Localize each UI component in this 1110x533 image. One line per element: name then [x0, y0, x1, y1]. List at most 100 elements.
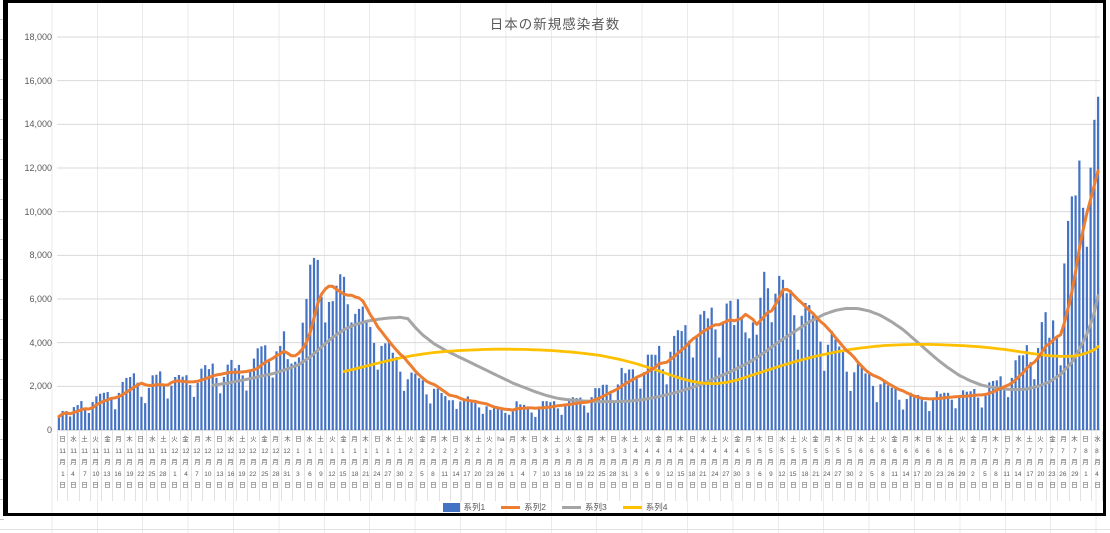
x-tick-label: 火 1 月 12 日 — [327, 431, 339, 501]
x-tick-label: 水 3 月 10 日 — [541, 431, 552, 501]
x-tick-label: 日 3 月 28 日 — [608, 431, 620, 501]
x-tick-label: 日 7 月 11 日 — [1002, 431, 1014, 501]
x-tick-label: 火 11 月 10 日 — [91, 431, 102, 501]
x-tick-label: 土 5 月 15 日 — [788, 431, 800, 501]
y-tick-label: 2,000 — [29, 381, 52, 392]
y-tick-label: 14,000 — [24, 119, 52, 130]
chart-title: 日本の新規感染者数 — [489, 17, 621, 32]
x-tick-label: 水 12 月 16 日 — [226, 431, 237, 501]
x-tick-label: 土 1 月 30 日 — [395, 431, 406, 501]
x-axis-labels: 日 11 月 1 日水 11 月 4 日土 11 月 7 日火 11 月 10 日金 11 月 13 日月 11 月 16 日木… — [57, 431, 1104, 501]
x-tick-label: 月 5 月 24 日 — [822, 431, 834, 501]
x-tick-label: 土 4 月 24 日 — [710, 431, 721, 501]
x-tick-label: 金 12 月 25 日 — [260, 431, 271, 501]
y-tick-label: 4,000 — [29, 337, 52, 348]
x-tick-label: 水 11 月 4 日 — [68, 431, 80, 501]
x-tick-label: 日 4 月 18 日 — [687, 431, 699, 501]
x-tick-label: 土 2 月 20 日 — [473, 431, 485, 501]
x-tick-label: 日 1 月 24 日 — [372, 431, 384, 501]
x-tick-label: 火 12 月 1 日 — [170, 431, 181, 501]
x-tick-label: 水 1 月 27 日 — [383, 431, 395, 501]
spreadsheet-column-gridlines — [7, 0, 1110, 533]
x-tick-label: 土 12 月 19 日 — [237, 431, 249, 501]
x-tick-label: 木 4 月 15 日 — [676, 431, 687, 501]
x-tick-label: 火 2 月 23 日 — [485, 431, 496, 501]
x-tick-label: 水 5 月 12 日 — [777, 431, 789, 501]
legend: 系列1 系列2 系列3 系列4 — [0, 501, 1110, 513]
line-series4 — [342, 343, 1100, 386]
y-tick-label: 0 — [46, 425, 52, 435]
legend-item: 系列3 — [562, 501, 607, 513]
y-tick-label: 18,000 — [24, 32, 52, 42]
x-tick-label: 火 3 月 16 日 — [563, 431, 575, 501]
x-tick-label: 日 2 月 14 日 — [451, 431, 462, 501]
x-tick-label: 日 11 月 22 日 — [136, 431, 147, 501]
x-tick-label: 月 3 月 22 日 — [586, 431, 597, 501]
x-tick-label: 火 6 月 29 日 — [957, 431, 969, 501]
x-tick-label: 日 6 月 20 日 — [923, 431, 935, 501]
x-tick-label: ha 2 月 26 日 — [496, 431, 507, 501]
y-tick-label: 16,000 — [24, 75, 52, 86]
y-tick-label: 8,000 — [29, 250, 52, 261]
x-tick-label: 火 5 月 18 日 — [800, 431, 811, 501]
x-tick-label: 金 11 月 13 日 — [102, 431, 114, 501]
x-tick-label: 火 7 月 20 日 — [1036, 431, 1047, 501]
x-tick-label: 土 11 月 7 日 — [80, 431, 91, 501]
x-tick-label: 火 12 月 22 日 — [248, 431, 260, 501]
chart-object-border[interactable] — [3, 0, 1106, 516]
x-tick-label: 土 3 月 13 日 — [552, 431, 564, 501]
x-tick-label: 水 11 月 25 日 — [147, 431, 159, 501]
x-tick-label: 水 6 月 23 日 — [935, 431, 946, 501]
x-tick-label: 水 3 月 31 日 — [620, 431, 631, 501]
x-tick-label: 土 6 月 26 日 — [946, 431, 957, 501]
legend-swatch-line — [622, 505, 642, 509]
x-tick-label: 金 5 月 21 日 — [811, 431, 822, 501]
x-tick-label: 火 4 月 27 日 — [721, 431, 732, 501]
x-tick-label: 金 4 月 30 日 — [732, 431, 744, 501]
legend-label: 系列2 — [524, 502, 546, 512]
x-tick-label: 金 6 月 11 日 — [890, 431, 901, 501]
legend-item: 系列4 — [622, 501, 668, 513]
x-tick-label: 日 11 月 1 日 — [57, 431, 69, 501]
x-tick-label: 月 12 月 7 日 — [192, 431, 204, 501]
y-tick-label: 6,000 — [29, 294, 52, 304]
spreadsheet-row-gridline — [0, 529, 1110, 530]
x-tick-label: 日 5 月 30 日 — [845, 431, 856, 501]
x-tick-label: 月 12 月 28 日 — [271, 431, 282, 501]
line-series2 — [57, 169, 1100, 419]
legend-swatch-bar — [442, 502, 460, 512]
x-tick-label: 金 1 月 15 日 — [338, 431, 350, 501]
legend-swatch-line — [501, 505, 521, 509]
x-tick-label: 月 7 月 26 日 — [1058, 431, 1070, 501]
x-tick-label: 金 12 月 4 日 — [181, 431, 192, 501]
legend-label: 系列4 — [645, 502, 668, 512]
x-tick-label: 月 4 月 12 日 — [665, 431, 676, 501]
x-tick-label: 月 6 月 14 日 — [901, 431, 912, 501]
legend-label: 系列3 — [585, 502, 607, 512]
legend-item: 系列2 — [501, 501, 546, 513]
